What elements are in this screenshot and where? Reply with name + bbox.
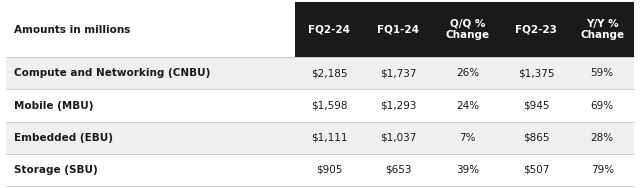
Text: $945: $945	[523, 101, 550, 111]
Text: FQ2-24: FQ2-24	[308, 24, 351, 35]
Text: $1,111: $1,111	[311, 133, 348, 143]
Text: $905: $905	[316, 165, 342, 175]
Text: $1,293: $1,293	[380, 101, 417, 111]
Text: Embedded (EBU): Embedded (EBU)	[14, 133, 113, 143]
Text: 79%: 79%	[591, 165, 614, 175]
Text: Compute and Networking (CNBU): Compute and Networking (CNBU)	[14, 68, 211, 78]
Text: 69%: 69%	[591, 101, 614, 111]
Text: FQ1-24: FQ1-24	[378, 24, 419, 35]
Text: $1,737: $1,737	[380, 68, 417, 78]
Text: $507: $507	[523, 165, 550, 175]
Text: Storage (SBU): Storage (SBU)	[14, 165, 98, 175]
Text: $2,185: $2,185	[311, 68, 348, 78]
Text: Mobile (MBU): Mobile (MBU)	[14, 101, 93, 111]
Text: $1,598: $1,598	[311, 101, 348, 111]
Text: 7%: 7%	[459, 133, 476, 143]
Bar	[295, 2, 634, 57]
Text: $865: $865	[523, 133, 550, 143]
Text: 39%: 39%	[456, 165, 479, 175]
Text: 26%: 26%	[456, 68, 479, 78]
Text: $1,037: $1,037	[380, 133, 417, 143]
Text: $1,375: $1,375	[518, 68, 555, 78]
Text: Amounts in millions: Amounts in millions	[14, 24, 131, 35]
Text: Y/Y %
Change: Y/Y % Change	[580, 19, 624, 40]
Text: 28%: 28%	[591, 133, 614, 143]
Text: 59%: 59%	[591, 68, 614, 78]
Text: 24%: 24%	[456, 101, 479, 111]
Text: Q/Q %
Change: Q/Q % Change	[445, 19, 490, 40]
Bar	[6, 89, 634, 122]
Text: $653: $653	[385, 165, 412, 175]
Bar	[6, 154, 634, 186]
Text: FQ2-23: FQ2-23	[515, 24, 557, 35]
Bar	[6, 57, 634, 89]
Bar	[6, 122, 634, 154]
